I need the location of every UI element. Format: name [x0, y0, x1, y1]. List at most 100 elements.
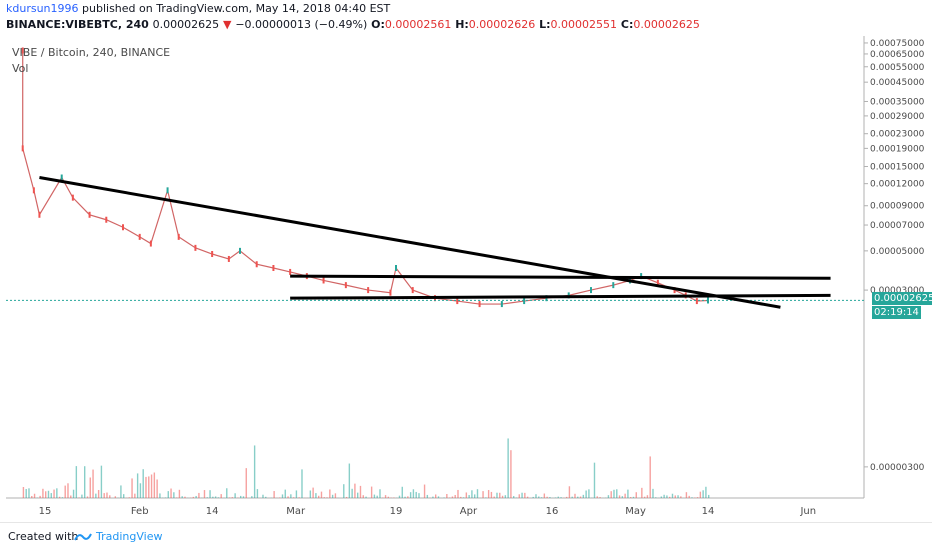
- volume-bar: [644, 497, 645, 498]
- volume-bar: [697, 497, 698, 498]
- y-tick-label: 0.00015000: [870, 163, 925, 173]
- volume-bar: [279, 497, 280, 498]
- volume-bar: [98, 490, 99, 498]
- volume-bar: [234, 493, 235, 498]
- volume-bar: [474, 494, 475, 498]
- price-candle: [272, 265, 274, 271]
- volume-bar: [193, 497, 194, 498]
- volume-bar: [90, 478, 91, 498]
- volume-bar: [92, 470, 93, 498]
- volume-bar: [549, 497, 550, 498]
- volume-bar: [691, 497, 692, 498]
- volume-bar: [143, 469, 144, 498]
- volume-bar: [633, 497, 634, 498]
- y-tick-label: 0.00000300: [870, 463, 925, 473]
- published-text: published on TradingView.com, May 14, 20…: [82, 2, 390, 15]
- volume-bar: [215, 496, 216, 498]
- y-tick-label: 0.00065000: [870, 50, 925, 60]
- volume-bar: [293, 497, 294, 498]
- volume-bar: [332, 495, 333, 498]
- volume-bar: [494, 497, 495, 498]
- author-link[interactable]: kdursun1996: [6, 2, 79, 15]
- volume-bar: [81, 495, 82, 498]
- volume-bar: [404, 497, 405, 498]
- price-candle: [211, 251, 213, 257]
- last-price: 0.00002625: [153, 18, 219, 31]
- price-chart-svg[interactable]: 0.000750000.000650000.000550000.00045000…: [6, 36, 932, 522]
- volume-bar: [148, 476, 149, 498]
- volume-bar: [315, 493, 316, 498]
- close-label: C:: [621, 18, 633, 31]
- last-price-marker: 0.00002625: [872, 292, 932, 305]
- x-tick-label: 14: [206, 506, 219, 517]
- volume-bar: [460, 497, 461, 498]
- volume-bar: [62, 497, 63, 498]
- volume-bar: [31, 496, 32, 498]
- volume-bar: [42, 489, 43, 498]
- volume-bar: [360, 486, 361, 498]
- volume-bar: [351, 489, 352, 498]
- price-candle: [194, 245, 196, 251]
- volume-bar: [363, 495, 364, 498]
- volume-bar: [321, 492, 322, 498]
- change-down-icon: ▼: [223, 18, 231, 31]
- volume-bar: [432, 497, 433, 498]
- volume-bar: [388, 497, 389, 498]
- volume-bar: [641, 488, 642, 498]
- volume-bar: [385, 495, 386, 498]
- tradingview-logo-icon[interactable]: [74, 531, 92, 543]
- volume-bar: [510, 450, 511, 498]
- tradingview-link[interactable]: TradingView: [96, 530, 162, 543]
- volume-bar: [619, 495, 620, 498]
- volume-bar: [310, 490, 311, 498]
- volume-bar: [273, 491, 274, 498]
- created-with-label: Created with: [8, 530, 78, 543]
- volume-bar: [87, 496, 88, 498]
- price-candle: [590, 287, 592, 293]
- volume-bar: [184, 497, 185, 498]
- volume-bar: [541, 497, 542, 498]
- volume-bar: [608, 495, 609, 498]
- volume-bar: [613, 490, 614, 498]
- volume-bar: [165, 497, 166, 498]
- volume-bar: [48, 491, 49, 498]
- volume-bar: [533, 497, 534, 498]
- price-candle: [696, 298, 698, 304]
- volume-bar: [457, 490, 458, 498]
- volume-bar: [485, 497, 486, 498]
- price-candle: [22, 145, 24, 151]
- price-line: [23, 50, 708, 304]
- volume-bar: [488, 490, 489, 498]
- volume-bar: [379, 489, 380, 498]
- volume-bar: [513, 496, 514, 498]
- volume-bar: [343, 484, 344, 498]
- volume-bar: [232, 497, 233, 498]
- low-value: 0.00002551: [551, 18, 617, 31]
- volume-bar: [594, 463, 595, 498]
- volume-bar: [463, 497, 464, 498]
- publish-info: kdursun1996 published on TradingView.com…: [6, 2, 390, 15]
- volume-bar: [655, 497, 656, 498]
- volume-bar: [285, 490, 286, 498]
- volume-bar: [34, 494, 35, 498]
- volume-bar: [251, 496, 252, 498]
- volume-bar: [424, 485, 425, 498]
- price-candle: [38, 212, 40, 218]
- volume-bar: [218, 497, 219, 498]
- volume-bar: [209, 490, 210, 498]
- volume-bar: [455, 495, 456, 498]
- volume-bar: [84, 466, 85, 498]
- volume-bar: [468, 495, 469, 498]
- volume-bar: [39, 496, 40, 498]
- volume-bar: [156, 480, 157, 498]
- volume-bar: [672, 494, 673, 498]
- volume-bar: [26, 489, 27, 498]
- volume-bar: [627, 490, 628, 498]
- price-candle: [323, 277, 325, 283]
- volume-bar: [240, 496, 241, 498]
- price-candle: [150, 241, 152, 247]
- volume-bar: [104, 493, 105, 498]
- price-candle: [89, 212, 91, 218]
- volume-bar: [580, 497, 581, 498]
